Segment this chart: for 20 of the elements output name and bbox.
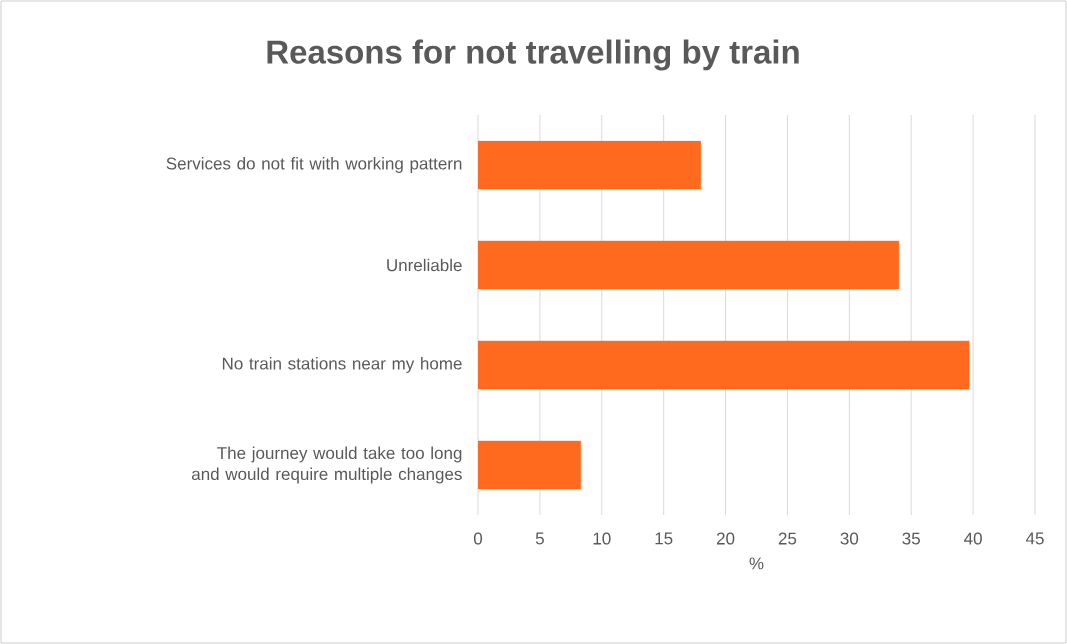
x-tick-label: 10 xyxy=(593,532,611,545)
x-tick-label: 35 xyxy=(902,532,920,545)
bar xyxy=(478,140,701,190)
x-tick-label: 40 xyxy=(964,532,982,545)
bar xyxy=(478,340,970,390)
chart-title: Reasons for not travelling by train xyxy=(267,39,799,71)
x-tick-label: 30 xyxy=(840,532,859,545)
y-tick-label: Unreliable xyxy=(387,258,462,272)
x-tick-label: 5 xyxy=(535,532,544,545)
y-tick-label: No train stations near my home xyxy=(222,357,462,373)
y-tick-label: The journey would take too long and would require multiple changes xyxy=(191,446,462,484)
x-tick-label: 0 xyxy=(473,532,483,545)
y-tick-label: Services do not fit with working pattern xyxy=(166,157,462,173)
x-tick-label: 20 xyxy=(716,532,735,545)
x-tick-label: 15 xyxy=(655,532,673,545)
bar xyxy=(478,240,900,290)
x-tick-label: 25 xyxy=(778,532,797,545)
x-tick-label: 45 xyxy=(1025,532,1044,545)
bar xyxy=(478,440,581,490)
x-axis-title: % xyxy=(749,557,764,570)
